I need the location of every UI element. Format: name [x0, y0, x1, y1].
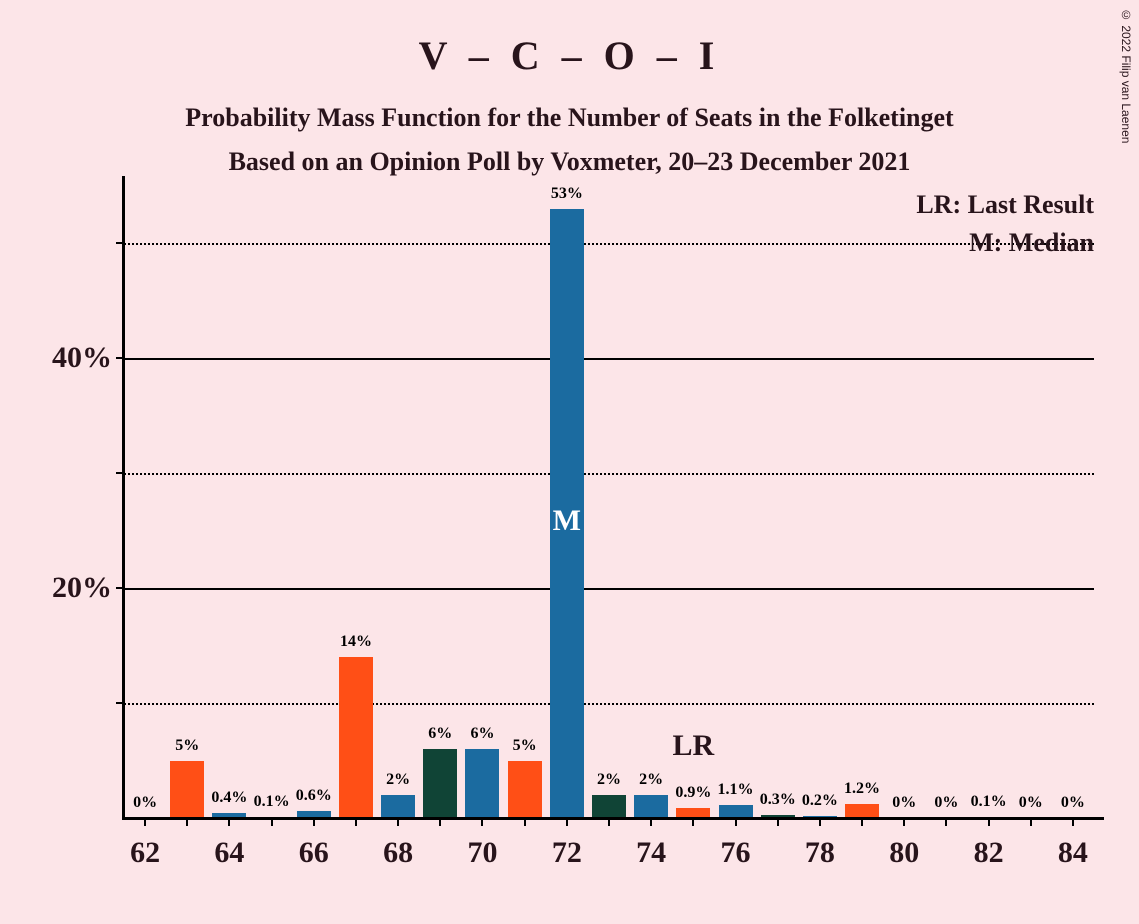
- bar-value-label: 0.1%: [971, 793, 1007, 811]
- bar-value-label: 0.1%: [254, 793, 290, 811]
- bar: [465, 749, 499, 818]
- bar: [423, 749, 457, 818]
- bar-value-label: 5%: [175, 737, 199, 755]
- bar-value-label: 6%: [470, 725, 494, 743]
- bar-value-label: 0%: [1061, 794, 1085, 812]
- bar-value-label: 0%: [934, 794, 958, 812]
- bar-value-label: 0%: [1019, 794, 1043, 812]
- bar-value-label: 2%: [639, 771, 663, 789]
- y-axis-tick-label: 40%: [52, 341, 124, 375]
- gridline: [124, 473, 1094, 475]
- bar: [170, 761, 204, 818]
- x-axis: [122, 817, 1104, 820]
- gridline: [124, 703, 1094, 705]
- bar: [592, 795, 626, 818]
- bar-value-label: 1.1%: [718, 781, 754, 799]
- bar-value-label: 0.4%: [211, 789, 247, 807]
- bar: [339, 657, 373, 818]
- median-annotation: M: [553, 504, 581, 538]
- bar-value-label: 0.2%: [802, 792, 838, 810]
- bar: [508, 761, 542, 818]
- bar-value-label: 2%: [597, 771, 621, 789]
- last-result-annotation: LR: [673, 729, 715, 763]
- bar-value-label: 1.2%: [844, 780, 880, 798]
- gridline: [124, 588, 1094, 590]
- legend-median: M: Median: [969, 228, 1094, 258]
- chart-title: V – C – O – I: [0, 0, 1139, 79]
- bar-value-label: 0.3%: [760, 791, 796, 809]
- y-axis: [122, 176, 125, 818]
- chart-plot-area: 20%40%0%625%0.4%640.1%0.6%6614%2%686%6%7…: [124, 186, 1094, 818]
- y-axis-tick-label: 20%: [52, 571, 124, 605]
- bar-value-label: 0%: [892, 794, 916, 812]
- copyright-text: © 2022 Filip van Laenen: [1119, 8, 1133, 143]
- bar-value-label: 53%: [551, 185, 583, 203]
- bar-value-label: 0.9%: [675, 784, 711, 802]
- bar-value-label: 6%: [428, 725, 452, 743]
- bar-value-label: 0.6%: [296, 787, 332, 805]
- bar-value-label: 5%: [513, 737, 537, 755]
- gridline: [124, 243, 1094, 245]
- bar-value-label: 0%: [133, 794, 157, 812]
- bar: [634, 795, 668, 818]
- bar: [845, 804, 879, 818]
- gridline: [124, 358, 1094, 360]
- bar: [381, 795, 415, 818]
- legend-lr: LR: Last Result: [916, 190, 1094, 220]
- chart-subtitle-1: Probability Mass Function for the Number…: [0, 79, 1139, 133]
- bar-value-label: 14%: [340, 633, 372, 651]
- bar-value-label: 2%: [386, 771, 410, 789]
- chart-subtitle-2: Based on an Opinion Poll by Voxmeter, 20…: [0, 133, 1139, 177]
